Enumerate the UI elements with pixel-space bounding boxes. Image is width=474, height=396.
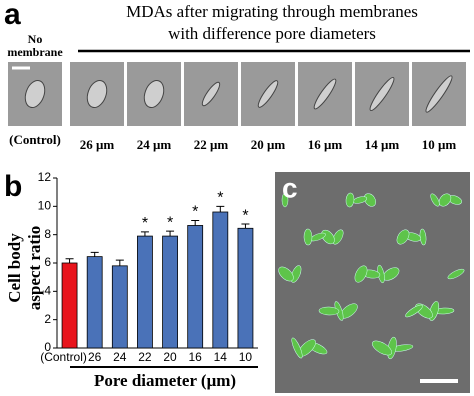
y-tick-label: 12 bbox=[38, 170, 52, 184]
error-bar bbox=[191, 220, 200, 226]
image-label: 22 μm bbox=[194, 137, 229, 152]
cell-shape bbox=[425, 75, 453, 113]
cell bbox=[447, 268, 465, 280]
control-heading: No bbox=[28, 32, 43, 46]
significance: * bbox=[242, 207, 248, 224]
cell bbox=[371, 340, 393, 356]
bar bbox=[212, 211, 229, 349]
bar bbox=[137, 235, 153, 349]
image-label: (Control) bbox=[9, 132, 61, 147]
bar bbox=[86, 256, 103, 349]
y-axis-label: aspect ratio bbox=[25, 226, 44, 311]
y-axis-label: Cell body bbox=[5, 233, 24, 303]
x-tick-label: 26 bbox=[88, 350, 102, 364]
error-bar bbox=[241, 223, 250, 229]
cell-shape bbox=[369, 76, 395, 112]
x-tick-label: 24 bbox=[113, 350, 127, 364]
cell bbox=[396, 229, 410, 245]
error-bar bbox=[140, 231, 149, 237]
micrograph bbox=[275, 172, 470, 393]
cell-shape bbox=[24, 79, 46, 109]
significance: * bbox=[192, 204, 198, 221]
cell bbox=[364, 193, 376, 207]
image-row: (Control) 26 μm 24 μm 22 μm 20 μm 16 μm 14 μm 1… bbox=[8, 62, 466, 152]
bar bbox=[187, 225, 204, 349]
cell bbox=[281, 192, 289, 208]
cell bbox=[405, 304, 423, 318]
cell bbox=[345, 192, 355, 208]
panel-label: c bbox=[282, 172, 298, 203]
cell bbox=[278, 266, 294, 282]
y-tick-label: 6 bbox=[44, 255, 51, 269]
image-label: 24 μm bbox=[137, 137, 172, 152]
panel-title: MDAs after migrating through membranes bbox=[126, 2, 418, 21]
y-tick-label: 10 bbox=[38, 199, 52, 213]
x-tick-label: 22 bbox=[138, 350, 152, 364]
x-tick-label: 10 bbox=[239, 350, 253, 364]
cell bbox=[318, 306, 340, 316]
error-bar bbox=[216, 205, 225, 212]
image-label: 10 μm bbox=[422, 137, 457, 152]
x-axis-label: Pore diameter (μm) bbox=[94, 371, 236, 390]
error-bar bbox=[65, 258, 74, 263]
significance: * bbox=[217, 190, 223, 207]
bar bbox=[162, 235, 178, 349]
cell bbox=[291, 337, 303, 359]
significance: * bbox=[142, 215, 148, 232]
image-label: 16 μm bbox=[308, 137, 343, 152]
bar bbox=[61, 262, 78, 349]
error-bar bbox=[90, 251, 99, 257]
cell-shape bbox=[313, 78, 337, 110]
y-tick-label: 0 bbox=[44, 340, 51, 354]
panel-label: b bbox=[4, 170, 22, 203]
y-tick-label: 4 bbox=[44, 284, 51, 298]
y-tick-label: 8 bbox=[44, 227, 51, 241]
cell-shape bbox=[201, 81, 221, 107]
x-tick-label: 16 bbox=[189, 350, 203, 364]
cell-shape bbox=[86, 79, 108, 109]
bar bbox=[111, 265, 128, 349]
panel-title: with difference pore diameters bbox=[168, 24, 376, 43]
cell-shape bbox=[143, 79, 165, 109]
cell bbox=[354, 265, 368, 283]
x-tick-label: 20 bbox=[163, 350, 177, 364]
image-label: 14 μm bbox=[365, 137, 400, 152]
cell bbox=[430, 193, 440, 207]
error-bar bbox=[166, 230, 175, 237]
significance: * bbox=[167, 214, 173, 231]
control-heading: membrane bbox=[7, 45, 63, 59]
error-bar bbox=[115, 259, 124, 266]
image-label: 26 μm bbox=[80, 137, 115, 152]
cell bbox=[438, 193, 452, 207]
cell-shape bbox=[257, 80, 279, 108]
panel-label: a bbox=[4, 0, 21, 31]
cell bbox=[332, 229, 344, 245]
image-label: 20 μm bbox=[251, 137, 286, 152]
x-tick-label: (Control) bbox=[40, 350, 87, 364]
cell bbox=[303, 228, 313, 246]
x-tick-label: 14 bbox=[214, 350, 228, 364]
y-tick-label: 2 bbox=[44, 312, 51, 326]
bar bbox=[237, 227, 254, 349]
